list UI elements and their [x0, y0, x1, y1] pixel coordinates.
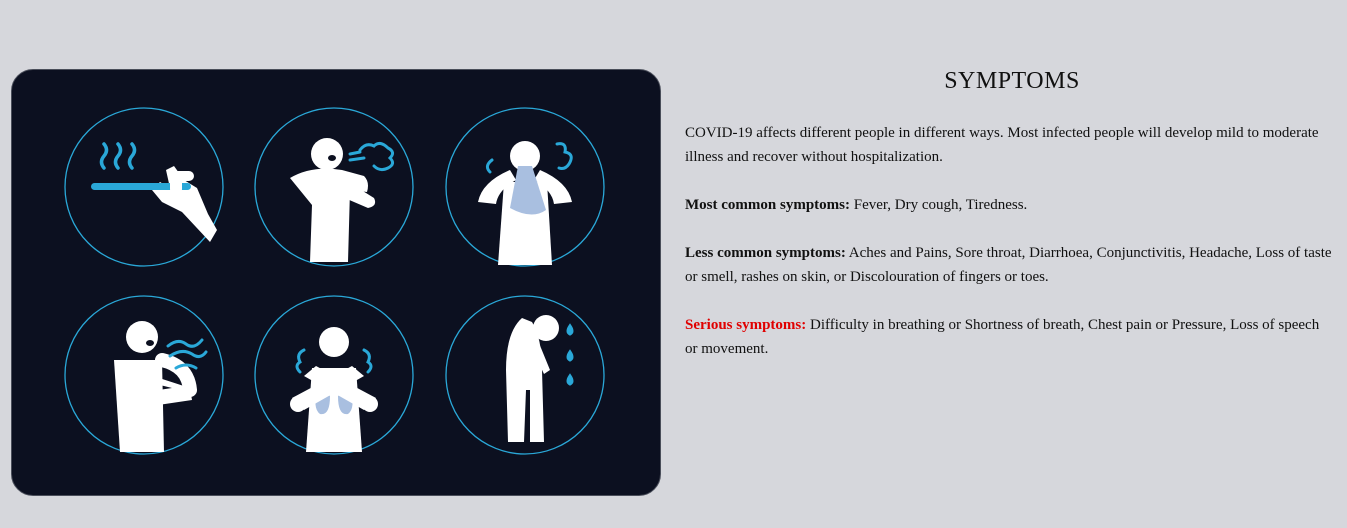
common-symptoms-label: Most common symptoms:: [685, 197, 850, 213]
less-common-symptoms-paragraph: Less common symptoms: Aches and Pains, S…: [685, 241, 1333, 289]
common-symptoms-text: Fever, Dry cough, Tiredness.: [849, 197, 1028, 213]
chest-pain-icon: [254, 295, 414, 455]
symptoms-illustration: [64, 107, 605, 455]
shortness-of-breath-icon: [64, 295, 224, 455]
serious-symptoms-label: Serious symptoms:: [685, 317, 807, 333]
intro-paragraph: COVID-19 affects different people in dif…: [685, 125, 1319, 165]
dizziness-icon: [445, 295, 605, 455]
cough-icon: [254, 107, 414, 267]
symptoms-illustration-panel: [11, 69, 661, 496]
fever-icon: [64, 107, 224, 267]
less-common-symptoms-label: Less common symptoms:: [685, 245, 846, 261]
serious-symptoms-paragraph: Serious symptoms: Difficulty in breathin…: [685, 313, 1333, 361]
serious-symptoms-text: Difficulty in breathing or Shortness of …: [685, 317, 1320, 357]
less-common-symptoms-text: Aches and Pains, Sore throat, Diarrhoea,…: [685, 245, 1332, 285]
section-title: SYMPTOMS: [944, 68, 1080, 94]
symptoms-text: SYMPTOMS COVID-19 affects different peop…: [685, 68, 1333, 385]
sneeze-icon: [445, 107, 605, 267]
common-symptoms-paragraph: Most common symptoms: Fever, Dry cough, …: [685, 193, 1333, 217]
